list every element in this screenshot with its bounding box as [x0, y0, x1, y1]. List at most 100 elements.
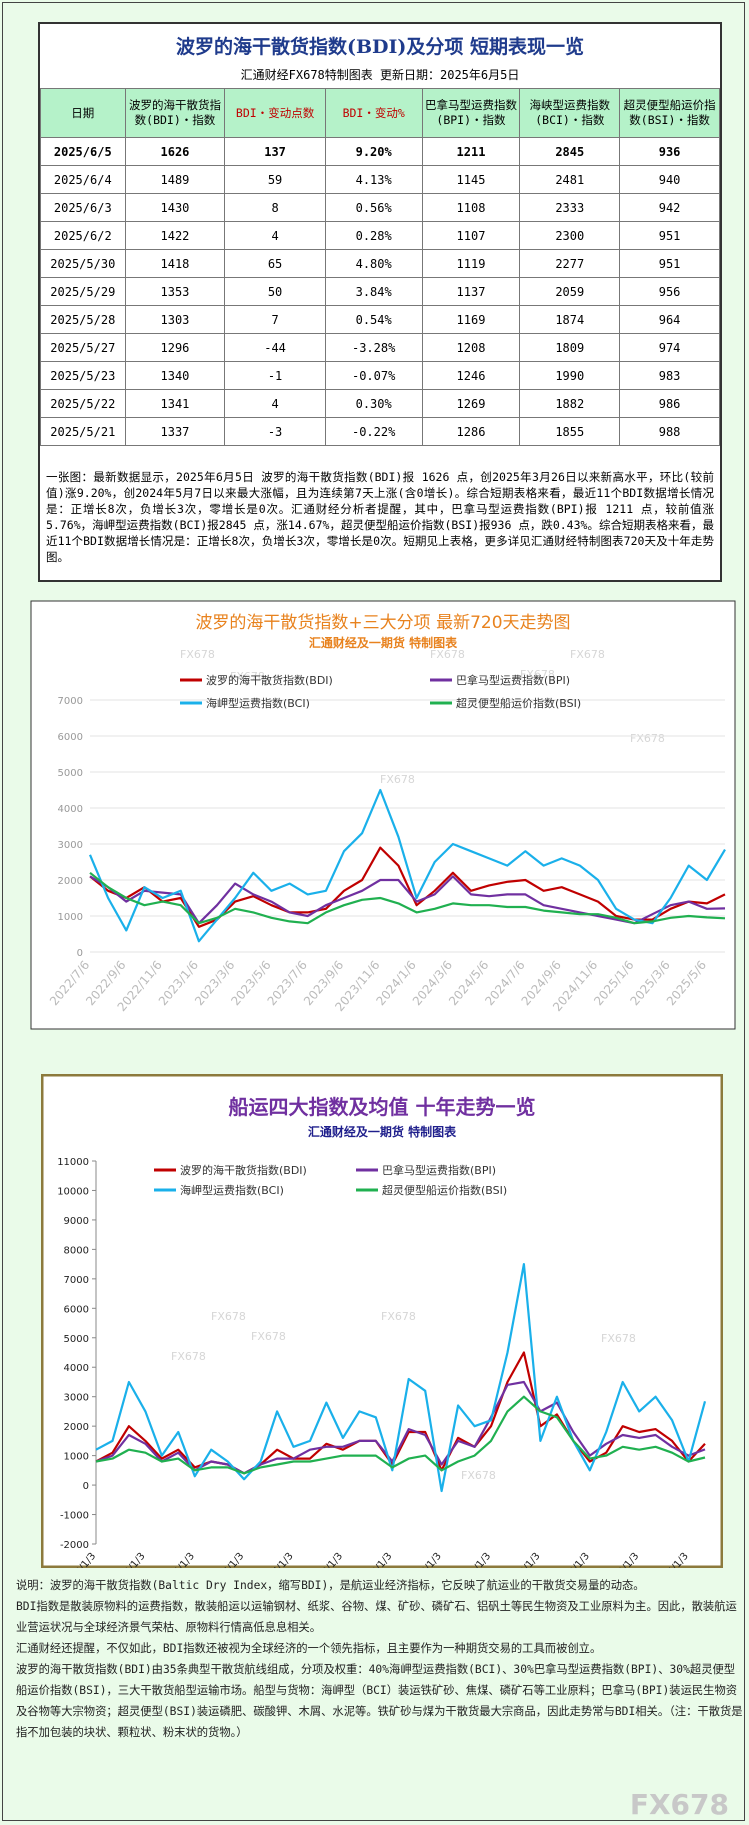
series-line: [89, 846, 726, 928]
table-cell: 2025/5/21: [40, 417, 126, 446]
table-row: 2025/6/5 1626 137 9.20% 1211 2845 936: [40, 137, 720, 166]
series-line: [89, 871, 726, 925]
table-cell: -0.07%: [324, 361, 423, 390]
watermark: FX678: [230, 670, 265, 683]
table-cell: 1874: [519, 305, 621, 334]
table-cell: 137: [224, 137, 326, 166]
watermark: FX678: [461, 1469, 496, 1482]
legend-label: 超灵便型船运价指数(BSI): [456, 696, 581, 710]
table-cell: 1418: [124, 249, 226, 278]
chart-frame: [30, 600, 736, 1030]
notes: 说明：波罗的海干散货指数(Baltic Dry Index，缩写BDI)，是航运…: [16, 1575, 744, 1743]
table-cell: 4: [224, 389, 326, 418]
legend-label: 海岬型运费指数(BCI): [180, 1183, 284, 1197]
table-cell: 0.54%: [324, 305, 423, 334]
table-row: 2025/5/23 1340 -1 -0.07% 1246 1990 983: [40, 361, 720, 390]
note: 汇通财经还提醒，不仅如此，BDI指数还被视为全球经济的一个领先指标，且主要作为一…: [16, 1642, 602, 1655]
y-tick-label: 2000: [64, 1422, 89, 1433]
table-row: 2025/5/29 1353 50 3.84% 1137 2059 956: [40, 277, 720, 306]
table-cell: 1169: [421, 305, 521, 334]
legend-label: 波罗的海干散货指数(BDI): [206, 673, 333, 687]
table-cell: 1145: [421, 165, 521, 194]
table-cell: 940: [619, 165, 720, 194]
y-tick-label: 4000: [64, 1363, 89, 1374]
table-cell: -44: [224, 333, 326, 362]
legend-label: 巴拿马型运费指数(BPI): [456, 673, 570, 687]
table-row: 2025/5/21 1337 -3 -0.22% 1286 1855 988: [40, 417, 720, 446]
column-header: 海峡型运费指数(BCI)・指数: [519, 88, 621, 138]
table-cell: 1340: [124, 361, 226, 390]
y-tick-label: 1000: [58, 912, 83, 923]
series-line: [89, 875, 726, 925]
column-header: BDI・变动%: [324, 88, 423, 138]
table-cell: 942: [619, 193, 720, 222]
summary: 一张图：最新数据显示，2025年6月5日 波罗的海干散货指数(BDI)报 162…: [46, 470, 714, 564]
table-cell: 4: [224, 221, 326, 250]
table-cell: 974: [619, 333, 720, 362]
y-tick-label: 3000: [58, 840, 83, 851]
table-cell: 2025/5/22: [40, 389, 126, 418]
chart-frame: [41, 1074, 723, 1568]
chart-title: 船运四大指数及均值 十年走势一览: [229, 1095, 536, 1119]
y-tick-label: 5000: [64, 1334, 89, 1345]
watermark: FX678: [520, 668, 555, 681]
table-cell: 2025/6/5: [40, 137, 126, 166]
table-cell: 2025/5/23: [40, 361, 126, 390]
table-cell: 2025/6/4: [40, 165, 126, 194]
table-cell: 8: [224, 193, 326, 222]
note: 说明：波罗的海干散货指数(Baltic Dry Index，缩写BDI)，是航运…: [16, 1579, 645, 1592]
y-tick-label: -2000: [60, 1540, 89, 1551]
y-tick-label: 7000: [64, 1275, 89, 1286]
y-tick-label: 7000: [58, 696, 83, 707]
table-cell: 1422: [124, 221, 226, 250]
table-cell: 1108: [421, 193, 521, 222]
note: 波罗的海干散货指数(BDI)由35条典型干散货航线组成，分项及权重：40%海岬型…: [16, 1663, 743, 1739]
chart-subtitle: 汇通财经及一期货 特制图表: [308, 1124, 457, 1139]
table-cell: 2300: [519, 221, 621, 250]
table-cell: 1626: [124, 137, 226, 166]
y-tick-label: 4000: [58, 804, 83, 815]
table-cell: -3: [224, 417, 326, 446]
y-tick-label: 2000: [58, 876, 83, 887]
y-tick-label: 10000: [57, 1186, 89, 1197]
y-tick-label: 11000: [57, 1157, 89, 1168]
table-cell: 50: [224, 277, 326, 306]
table-cell: 983: [619, 361, 720, 390]
watermark: FX678: [430, 648, 465, 661]
table-cell: 1107: [421, 221, 521, 250]
table-cell: 2025/5/29: [40, 277, 126, 306]
table-row: 2025/5/27 1296 -44 -3.28% 1208 1809 974: [40, 333, 720, 362]
table-cell: 1303: [124, 305, 226, 334]
table-cell: 2025/5/30: [40, 249, 126, 278]
table-cell: 2025/6/3: [40, 193, 126, 222]
table-row: 2025/5/22 1341 4 0.30% 1269 1882 986: [40, 389, 720, 418]
watermark: FX678: [251, 1330, 286, 1343]
y-tick-label: 6000: [58, 732, 83, 743]
table-cell: 4.80%: [324, 249, 423, 278]
table-cell: 951: [619, 249, 720, 278]
legend-label: 海岬型运费指数(BCI): [206, 696, 310, 710]
y-tick-label: 8000: [64, 1245, 89, 1256]
table-cell: 2025/5/28: [40, 305, 126, 334]
table-cell: 1855: [519, 417, 621, 446]
table-cell: 1337: [124, 417, 226, 446]
column-header: 波罗的海干散货指数(BDI)・指数: [124, 88, 226, 138]
table: 日期 波罗的海干散货指数(BDI)・指数 BDI・变动点数 BDI・变动% 巴拿马型运费…: [40, 88, 720, 446]
table-row: 2025/6/4 1489 59 4.13% 1145 2481 940: [40, 165, 720, 194]
table-cell: 1286: [421, 417, 521, 446]
table-cell: 1990: [519, 361, 621, 390]
table-cell: 1269: [421, 389, 521, 418]
y-tick-label: 1000: [64, 1452, 89, 1463]
note: BDI指数是散装原物料的运费指数，散装船运以运输钢材、纸浆、谷物、煤、矿砂、磷矿…: [16, 1600, 737, 1634]
table-cell: 2333: [519, 193, 621, 222]
table-cell: 956: [619, 277, 720, 306]
table-row: 2025/5/28 1303 7 0.54% 1169 1874 964: [40, 305, 720, 334]
table-cell: 1296: [124, 333, 226, 362]
series-line: [95, 1351, 706, 1475]
table-cell: 986: [619, 389, 720, 418]
table-cell: 2025/5/27: [40, 333, 126, 362]
column-header: 日期: [40, 88, 126, 138]
table-title: 波罗的海干散货指数(BDI)及分项 短期表现一览: [175, 36, 585, 58]
